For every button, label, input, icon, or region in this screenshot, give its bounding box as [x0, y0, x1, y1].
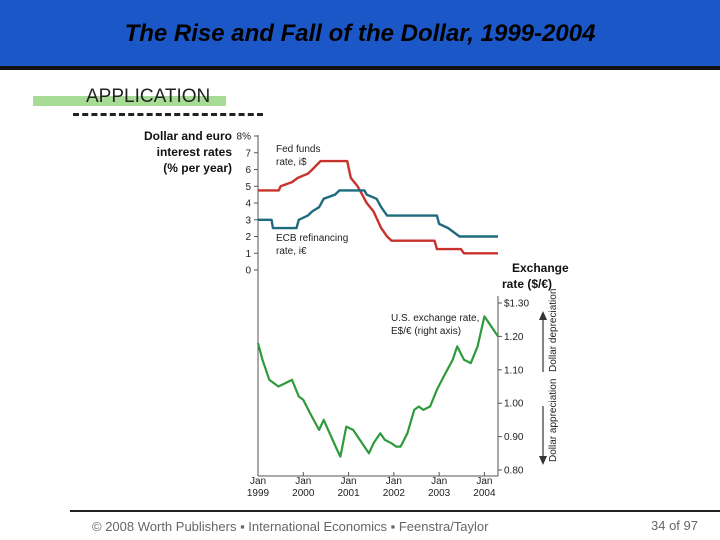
right-axis-tick-label: 1.00 — [504, 399, 524, 410]
right-axis-tick-label: 1.10 — [504, 365, 524, 376]
left-axis-tick-label: 2 — [245, 232, 251, 243]
appreciation-label: Dollar appreciation — [548, 379, 559, 462]
left-axis-tick-label: 4 — [245, 199, 251, 210]
depreciation-arrowhead — [539, 311, 547, 320]
fed-annotation-2: rate, i$ — [276, 157, 307, 168]
x-tick-year-label: 2004 — [473, 488, 496, 499]
x-tick-year-label: 2001 — [337, 488, 360, 499]
right-axis-label-2: rate ($/€) — [502, 277, 552, 291]
left-axis-label-1: Dollar and euro — [144, 129, 232, 143]
x-tick-year-label: 2003 — [428, 488, 451, 499]
right-axis-tick-label: 1.20 — [504, 332, 524, 343]
page-number: 34 of 97 — [651, 518, 698, 533]
footer-rule — [70, 510, 720, 512]
section-label: APPLICATION — [86, 86, 211, 107]
x-tick-month-label: Jan — [476, 476, 492, 487]
x-tick-year-label: 2002 — [383, 488, 406, 499]
left-axis-tick-label: 6 — [245, 165, 251, 176]
left-axis-tick-label: 7 — [245, 148, 251, 159]
x-tick-month-label: Jan — [341, 476, 357, 487]
title-bar — [0, 0, 720, 70]
left-axis-tick-label: 5 — [245, 182, 251, 193]
x-tick-year-label: 1999 — [247, 488, 270, 499]
slide-title: The Rise and Fall of the Dollar, 1999-20… — [124, 20, 596, 47]
depreciation-label: Dollar depreciation — [548, 289, 559, 372]
appreciation-arrowhead — [539, 456, 547, 465]
exchange-annotation-2: E$/€ (right axis) — [391, 326, 461, 337]
left-axis-label-2: interest rates — [157, 145, 233, 159]
left-axis-tick-label: 0 — [245, 266, 251, 277]
exchange-rate-line — [256, 315, 499, 458]
left-axis-label-3: (% per year) — [163, 161, 232, 175]
left-axis-tick-label: 3 — [245, 215, 251, 226]
section-accent-bar — [33, 96, 226, 106]
fed-annotation-1: Fed funds — [276, 144, 320, 155]
left-axis-tick-label: 8% — [237, 132, 252, 143]
ecb-annotation-1: ECB refinancing — [276, 233, 348, 244]
x-tick-month-label: Jan — [431, 476, 447, 487]
exchange-annotation-1: U.S. exchange rate, — [391, 313, 479, 324]
right-axis-tick-label: $1.30 — [504, 299, 529, 310]
right-axis-label-1: Exchange — [512, 261, 569, 275]
right-axis-tick-label: 0.90 — [504, 432, 524, 443]
right-axis-tick-label: 0.80 — [504, 466, 524, 477]
x-tick-month-label: Jan — [386, 476, 402, 487]
x-tick-month-label: Jan — [250, 476, 266, 487]
footer-credit: © 2008 Worth Publishers ▪ International … — [92, 519, 489, 534]
x-tick-month-label: Jan — [295, 476, 311, 487]
left-axis-tick-label: 1 — [245, 249, 251, 260]
section-dash-divider — [73, 113, 263, 116]
ecb-rate-line — [258, 189, 498, 238]
ecb-annotation-2: rate, i€ — [276, 246, 307, 257]
x-tick-year-label: 2000 — [292, 488, 315, 499]
